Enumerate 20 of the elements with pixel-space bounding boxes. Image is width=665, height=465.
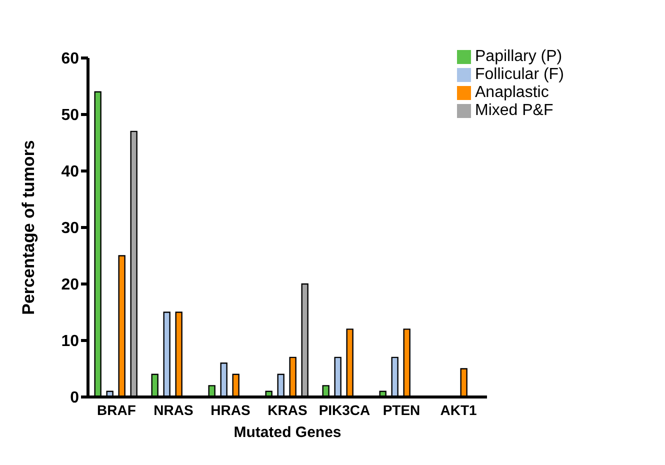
y-tick-label: 40 xyxy=(61,164,80,181)
legend-label: Mixed P&F xyxy=(475,102,554,119)
legend-label: Follicular (F) xyxy=(475,66,564,83)
y-axis-title: Percentage of tumors xyxy=(19,140,38,315)
y-tick-label: 50 xyxy=(61,107,80,124)
legend-label: Papillary (P) xyxy=(475,48,562,65)
y-tick-label: 0 xyxy=(70,390,80,407)
x-tick-label: NRAS xyxy=(154,402,194,418)
y-tick-label: 10 xyxy=(61,333,80,350)
y-tick-label: 60 xyxy=(61,50,80,68)
x-tick-label: PIK3CA xyxy=(318,402,370,418)
x-tick-label: PTEN xyxy=(382,402,420,418)
y-tick-label: 30 xyxy=(61,220,80,238)
x-axis-title: Mutated Genes xyxy=(234,424,342,441)
legend-label: Anaplastic xyxy=(475,84,549,101)
x-tick-label: AKT1 xyxy=(440,402,477,418)
x-tick-label: HRAS xyxy=(210,402,250,418)
y-tick-label: 20 xyxy=(61,276,80,294)
x-tick-label: KRAS xyxy=(268,402,308,418)
x-tick-label: BRAF xyxy=(97,402,136,418)
